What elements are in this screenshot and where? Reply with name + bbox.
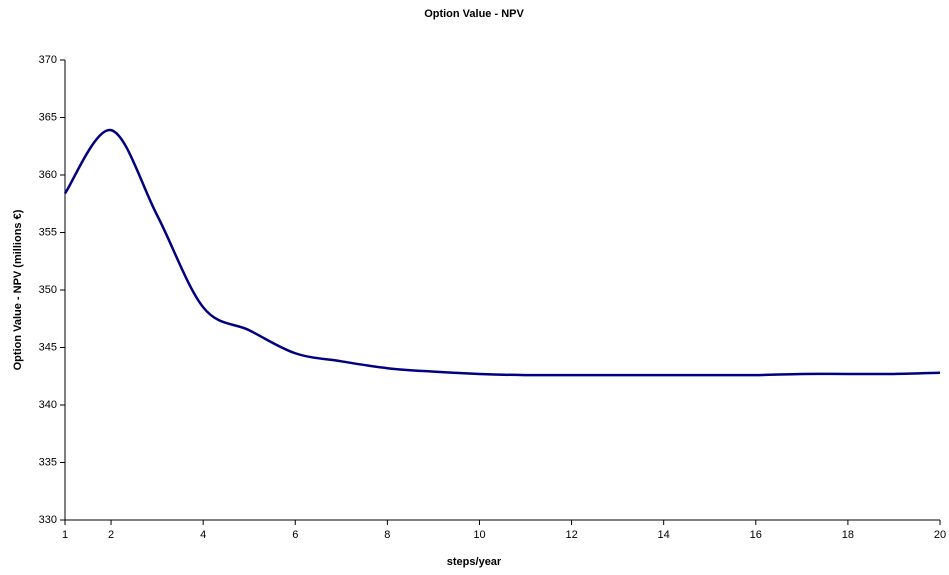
x-tick-label: 16 — [750, 529, 762, 541]
y-tick-label: 355 — [39, 226, 57, 238]
x-tick-label: 8 — [384, 529, 390, 541]
x-tick-label: 2 — [108, 529, 114, 541]
x-tick-label: 4 — [200, 529, 206, 541]
x-tick-label: 20 — [934, 529, 946, 541]
y-tick-label: 335 — [39, 456, 57, 468]
y-tick-label: 360 — [39, 169, 57, 181]
x-tick-label: 1 — [62, 529, 68, 541]
y-tick-label: 340 — [39, 399, 57, 411]
x-tick-label: 10 — [473, 529, 485, 541]
x-tick-label: 12 — [565, 529, 577, 541]
y-tick-label: 370 — [39, 54, 57, 66]
x-tick-label: 6 — [292, 529, 298, 541]
x-tick-label: 14 — [658, 529, 670, 541]
x-axis-label: steps/year — [447, 556, 502, 568]
y-tick-label: 350 — [39, 284, 57, 296]
line-series — [63, 128, 941, 377]
y-tick-label: 345 — [39, 341, 57, 353]
chart-title: Option Value - NPV — [424, 8, 524, 20]
y-tick-label: 330 — [39, 514, 57, 526]
y-axis-label: Option Value - NPV (millions €) — [12, 209, 24, 370]
x-tick-label: 18 — [842, 529, 854, 541]
y-tick-label: 365 — [39, 111, 57, 123]
